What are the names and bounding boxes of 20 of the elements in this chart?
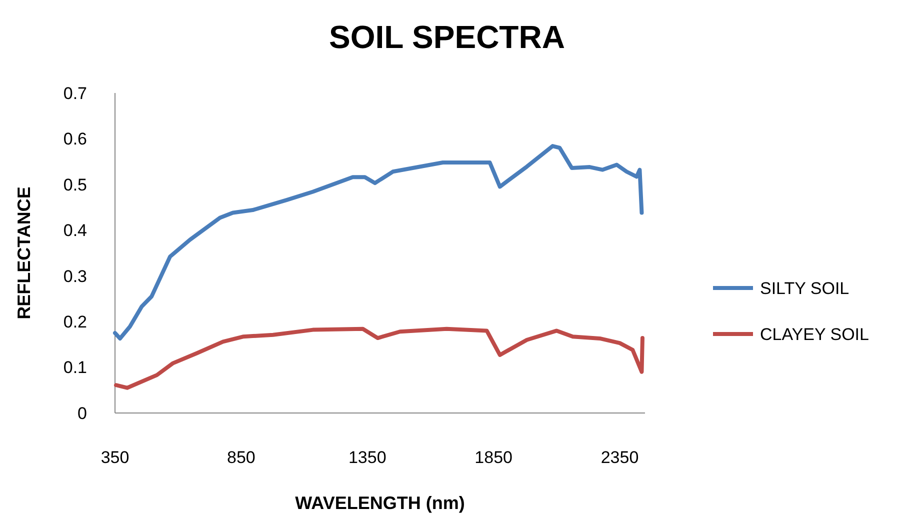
- legend-label: CLAYEY SOIL: [760, 324, 869, 344]
- y-tick-label: 0: [78, 404, 87, 423]
- y-tick-label: 0.5: [63, 175, 87, 194]
- line-series: [113, 144, 644, 340]
- y-tick-label: 0.2: [63, 312, 87, 332]
- line-series: [114, 326, 644, 390]
- y-tick-label: 0.1: [63, 358, 87, 378]
- y-axis-title: REFLECTANCE: [14, 186, 34, 320]
- y-tick-label: 0.6: [63, 130, 87, 149]
- x-tick-label: 350: [100, 448, 130, 467]
- chart-title: SOIL SPECTRA: [329, 19, 565, 55]
- x-axis-title: WAVELENGTH (nm): [295, 493, 465, 513]
- y-tick-label: 0.3: [63, 266, 87, 286]
- x-tick-label: 850: [227, 448, 256, 467]
- x-tick-label: 1350: [348, 448, 386, 467]
- y-tick-label: 0.4: [63, 221, 87, 240]
- x-tick-label: 2350: [600, 448, 639, 467]
- y-tick-label: 0.7: [63, 84, 87, 103]
- legend-label: SILTY SOIL: [760, 278, 850, 298]
- x-tick-label: 1850: [474, 448, 512, 467]
